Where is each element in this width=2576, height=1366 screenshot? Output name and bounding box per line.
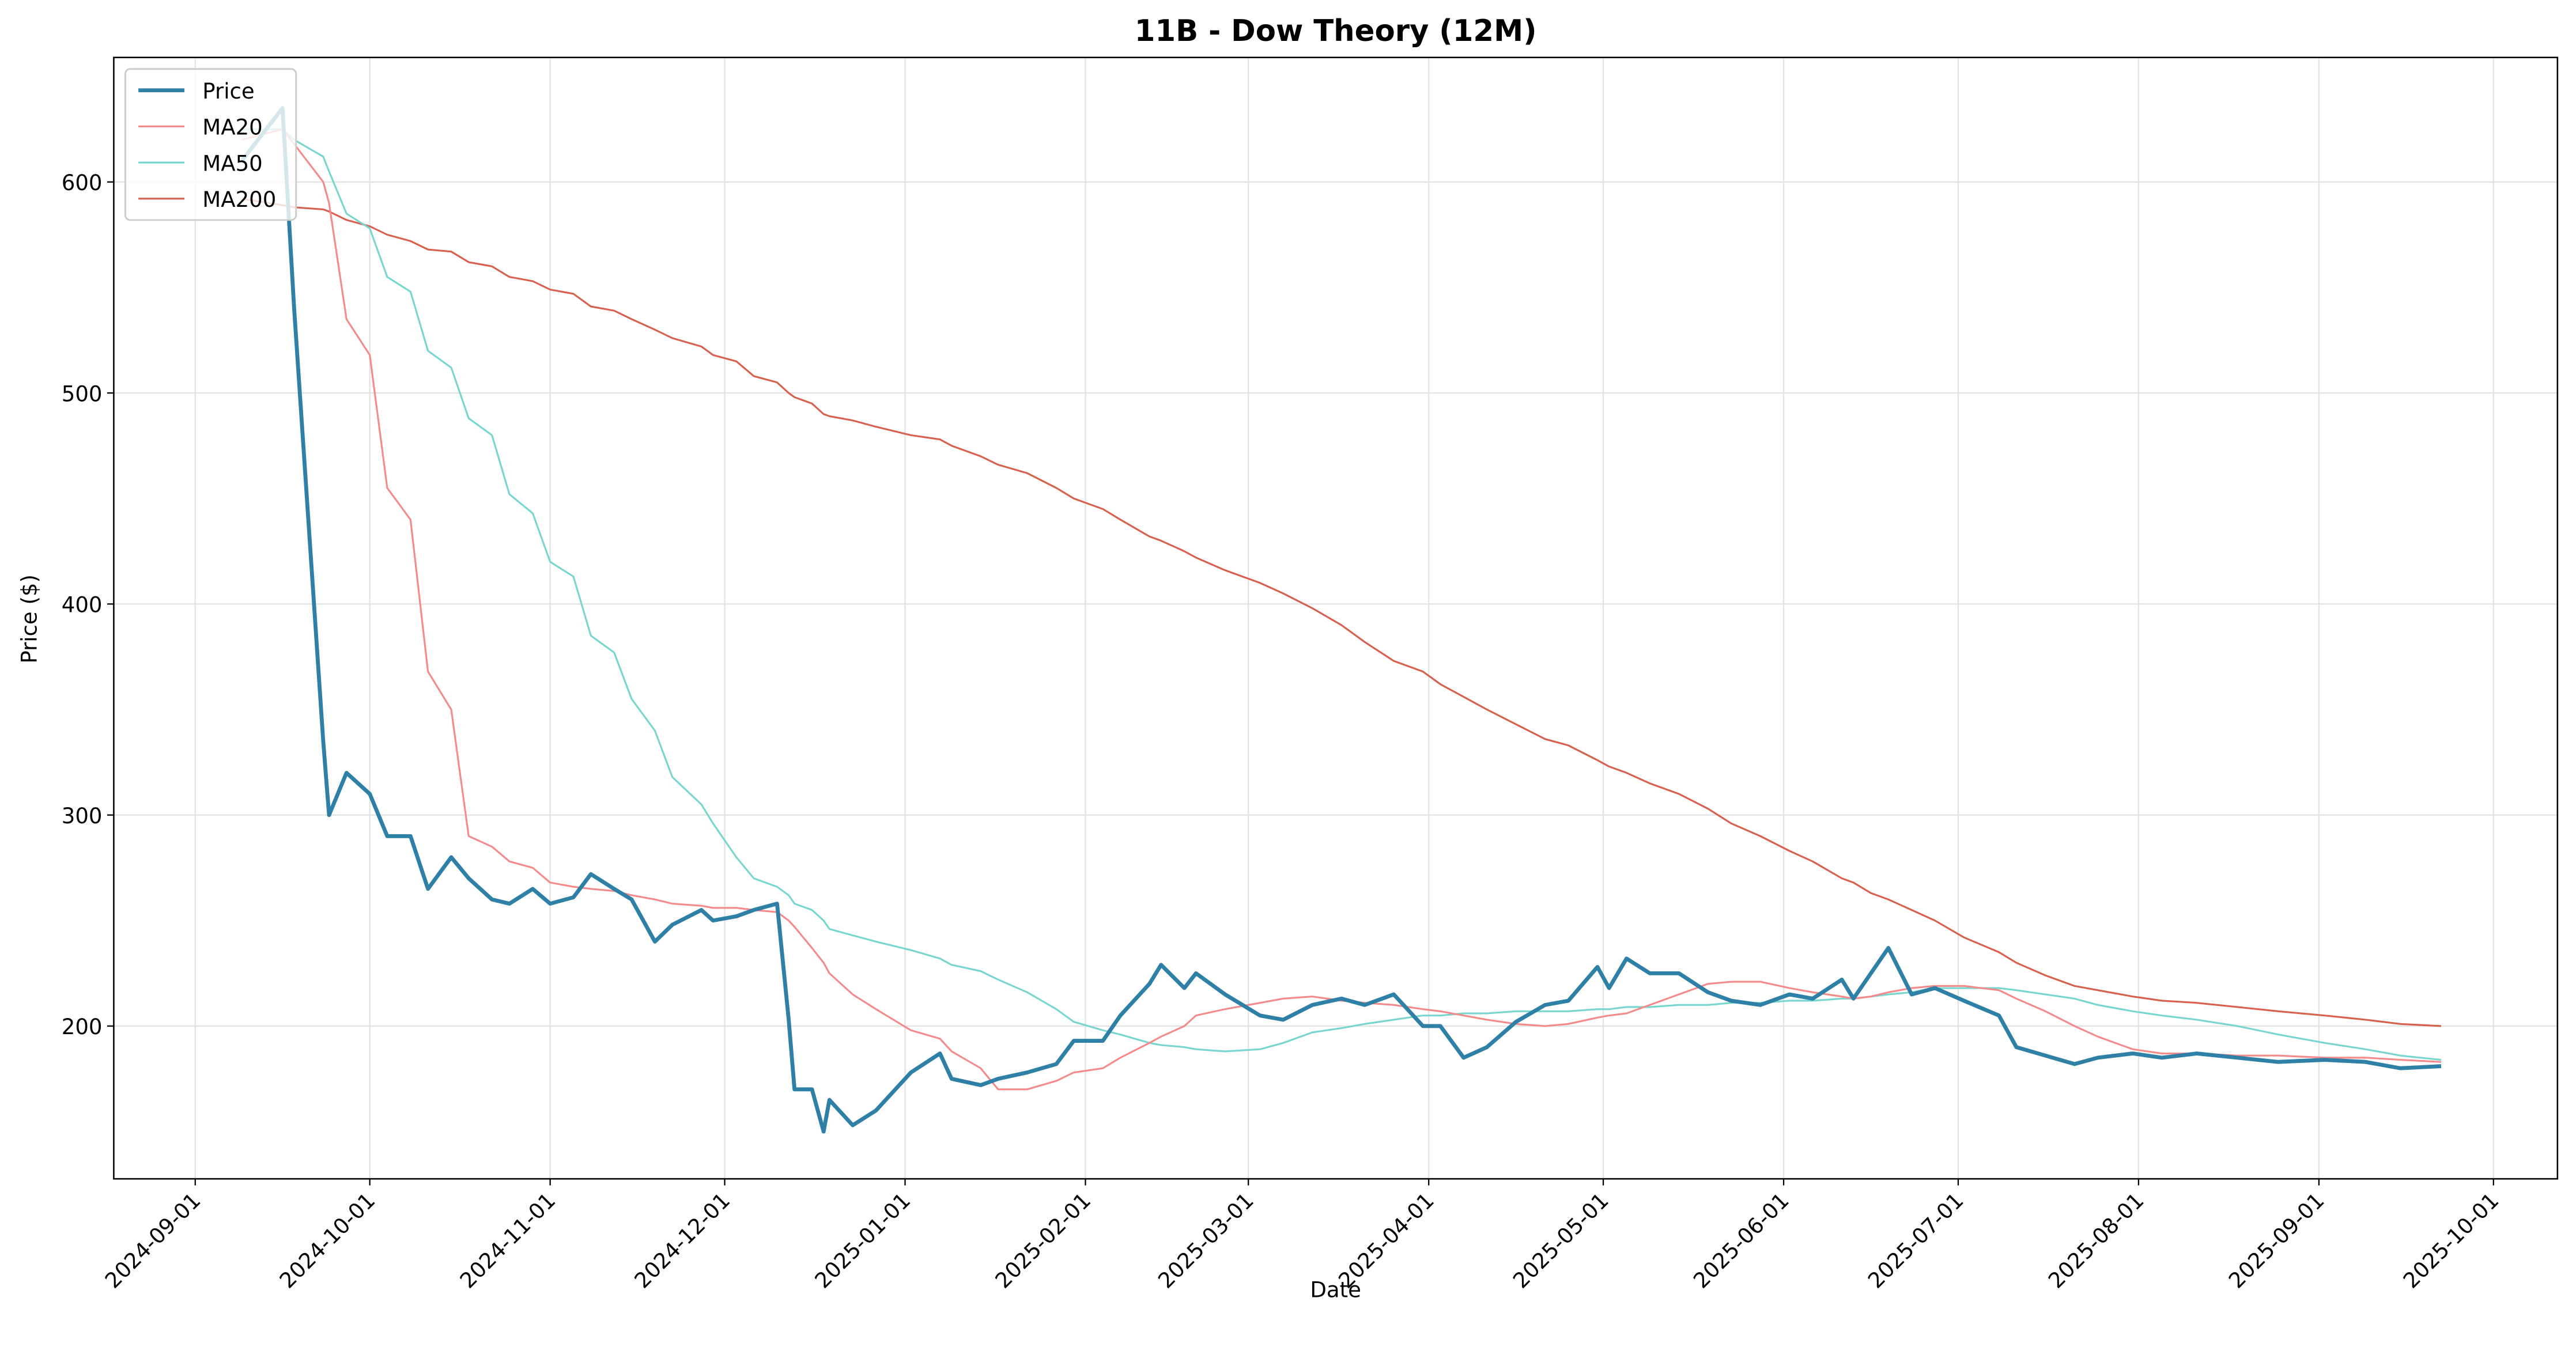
legend-box	[124, 68, 297, 221]
chart-title: 11B - Dow Theory (12M)	[1135, 14, 1537, 48]
series-line	[241, 198, 2442, 1027]
series-line	[241, 128, 2442, 1091]
series-line	[240, 106, 2442, 1134]
y-axis-label: Price ($)	[17, 574, 41, 664]
plot-frame	[113, 56, 2559, 1180]
y-tick-label: 600	[62, 171, 103, 195]
legend-label: MA50	[202, 151, 262, 176]
legend-label: MA20	[202, 115, 262, 140]
y-tick-label: 400	[62, 593, 103, 618]
y-tick-label: 300	[62, 804, 103, 828]
legend-label: Price	[202, 79, 254, 104]
y-tick-label: 200	[62, 1015, 103, 1039]
x-axis-label: Date	[1310, 1277, 1361, 1302]
y-tick-label: 500	[62, 381, 103, 406]
legend-label: MA200	[202, 187, 276, 212]
